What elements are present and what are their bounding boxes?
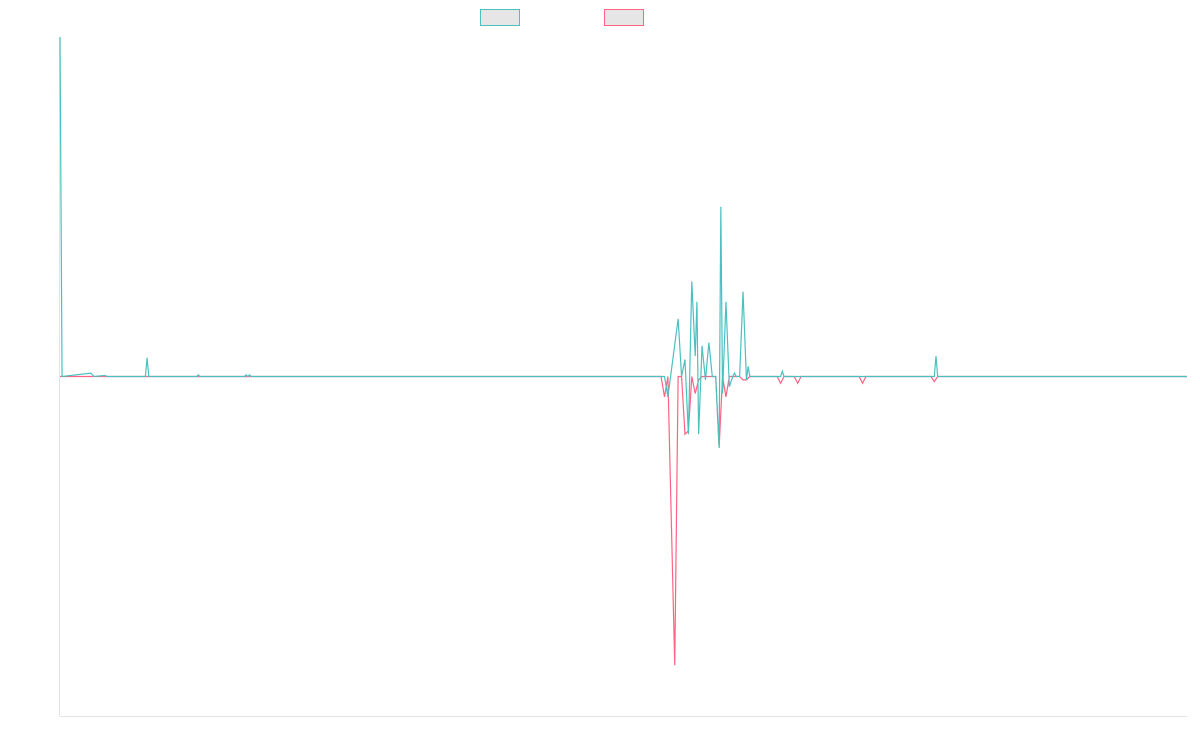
series-layer xyxy=(59,36,1187,666)
legend xyxy=(0,9,1200,27)
legend-swatch-series-2 xyxy=(604,9,644,26)
legend-item-series-2[interactable] xyxy=(604,9,650,26)
series-1-line xyxy=(59,36,1187,448)
legend-item-series-1[interactable] xyxy=(480,9,526,26)
series-2-line xyxy=(60,375,1187,666)
legend-swatch-series-1 xyxy=(480,9,520,26)
